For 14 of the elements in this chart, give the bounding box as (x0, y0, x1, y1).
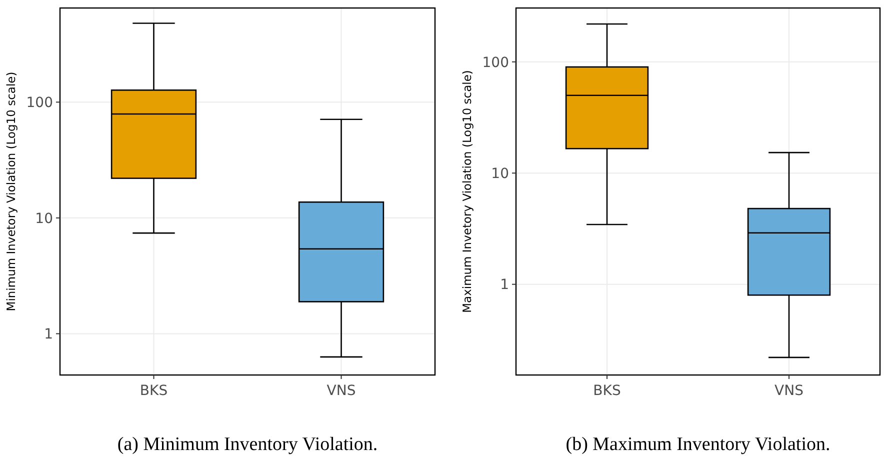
y-tick-label: 10 (35, 210, 53, 227)
text: (b) Maximum Inventory Violation. (566, 434, 830, 455)
y-tick-label: 10 (491, 166, 509, 182)
y-tick-label: 100 (482, 54, 509, 71)
y-tick-label: 100 (26, 95, 53, 112)
y-tick-label: 1 (500, 277, 509, 294)
x-tick-label: VNS (774, 383, 804, 399)
x-tick-label: BKS (140, 383, 168, 399)
x-tick-label: VNS (326, 383, 356, 399)
x-tick-label: BKS (593, 383, 621, 399)
y-axis-title: Maximum Invetory Violation (Log10 scale) (460, 70, 474, 313)
y-tick-label: 1 (44, 326, 53, 343)
y-axis-title: Minimum Invetory Violation (Log10 scale) (4, 72, 18, 312)
text: (a) Minimum Inventory Violation. (117, 434, 378, 455)
